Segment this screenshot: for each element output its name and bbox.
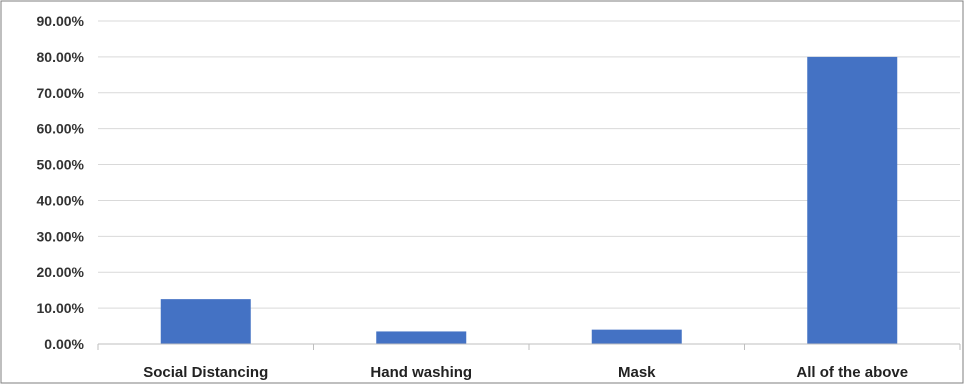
x-axis-category-labels: Social Distancing Hand washing Mask All of …: [143, 364, 908, 381]
x-category-label: All of the above: [796, 364, 908, 381]
x-axis: [97, 343, 961, 350]
y-tick-label: 30.00%: [37, 228, 85, 244]
x-category-label: Mask: [618, 364, 656, 381]
bar-mask: [591, 329, 682, 344]
y-tick-label: 70.00%: [37, 85, 85, 101]
y-tick-label: 80.00%: [37, 49, 85, 65]
y-tick-label: 40.00%: [37, 192, 85, 208]
bar-social-distancing: [160, 299, 251, 344]
bar-hand-washing: [376, 331, 467, 344]
y-tick-label: 10.00%: [37, 300, 85, 316]
bar-all-of-the-above: [807, 56, 898, 345]
y-tick-label: 0.00%: [44, 336, 84, 352]
y-axis-tick-labels: 0.00% 10.00% 20.00% 30.00% 40.00% 50.00% 60.00…: [37, 13, 85, 352]
bars: [160, 56, 898, 345]
y-tick-label: 20.00%: [37, 264, 85, 280]
y-tick-label: 60.00%: [37, 121, 85, 137]
y-tick-label: 90.00%: [37, 13, 85, 29]
x-category-label: Social Distancing: [143, 364, 268, 381]
x-category-label: Hand washing: [370, 364, 472, 381]
y-tick-label: 50.00%: [37, 157, 85, 173]
